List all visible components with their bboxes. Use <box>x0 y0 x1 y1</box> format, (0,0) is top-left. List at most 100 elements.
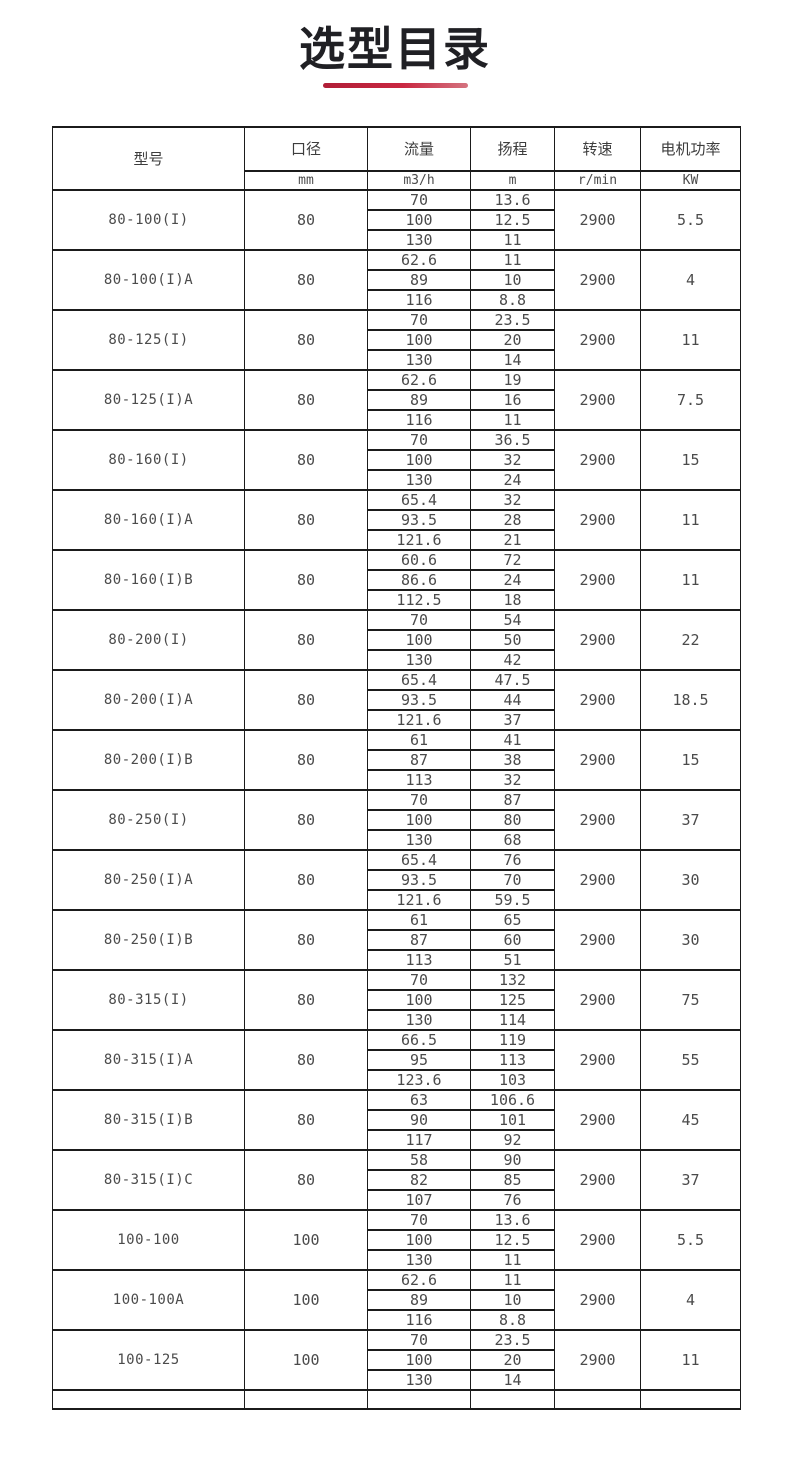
flow-cell: 100 <box>367 628 471 651</box>
flow-cell: 89 <box>367 268 471 291</box>
flow-cell: 130 <box>367 348 471 371</box>
head-cell: 125 <box>470 988 555 1011</box>
power-cell: 75 <box>640 968 741 1031</box>
flow-cell: 117 <box>367 1128 471 1151</box>
flow-cell: 89 <box>367 388 471 411</box>
table-row: 80-200(I) 80 70 54 2900 22 <box>52 608 741 671</box>
power-cell: 4 <box>640 248 741 311</box>
table-row: 93.5 28 <box>53 508 741 531</box>
head-cell: 51 <box>470 948 555 971</box>
diameter-cell: 80 <box>244 368 368 431</box>
table-header: 型号 口径 流量 扬程 转速 电机功率 mm m3/h m r/min KW <box>52 125 741 191</box>
power-cell: 37 <box>640 1148 741 1211</box>
flow-cell: 121.6 <box>367 528 471 551</box>
table-row: 100 20 <box>53 1348 741 1371</box>
speed-cell: 2900 <box>554 608 641 671</box>
power-cell: 5.5 <box>640 188 741 251</box>
head-cell: 23.5 <box>470 308 555 331</box>
flow-cell: 58 <box>367 1148 471 1171</box>
diameter-cell: 100 <box>244 1268 368 1331</box>
power-cell: 45 <box>640 1088 741 1151</box>
model-cell: 80-160(I)A <box>52 488 245 551</box>
head-cell: 70 <box>470 868 555 891</box>
table-row: 130 42 <box>53 648 741 671</box>
head-cell: 32 <box>470 488 555 511</box>
model-cell: 80-125(I)A <box>52 368 245 431</box>
power-cell: 11 <box>640 1328 741 1391</box>
flow-cell: 95 <box>367 1048 471 1071</box>
table-row: 130 11 <box>53 1248 741 1271</box>
power-cell: 4 <box>640 1268 741 1331</box>
head-cell: 14 <box>470 1368 555 1391</box>
flow-cell: 100 <box>367 448 471 471</box>
table-row: 86.6 24 <box>53 568 741 591</box>
table-row-partial <box>52 1388 741 1410</box>
table-row: 130 114 <box>53 1008 741 1031</box>
model-cell: 100-100A <box>52 1268 245 1331</box>
table-row: 90 101 <box>53 1108 741 1131</box>
speed-cell: 2900 <box>554 848 641 911</box>
head-cell: 16 <box>470 388 555 411</box>
head-cell: 114 <box>470 1008 555 1031</box>
speed-cell: 2900 <box>554 908 641 971</box>
empty-cell <box>52 1388 245 1410</box>
diameter-cell: 80 <box>244 548 368 611</box>
flow-cell: 60.6 <box>367 548 471 571</box>
table-row: 80-160(I)B 80 60.6 72 2900 11 <box>52 548 741 611</box>
table-row: 130 14 <box>53 1368 741 1391</box>
head-cell: 8.8 <box>470 1308 555 1331</box>
diameter-cell: 100 <box>244 1208 368 1271</box>
table-row: 80-200(I)B 80 61 41 2900 15 <box>52 728 741 791</box>
flow-cell: 116 <box>367 408 471 431</box>
table-row: 121.6 59.5 <box>53 888 741 911</box>
table-row: 130 24 <box>53 468 741 491</box>
model-cell: 80-160(I)B <box>52 548 245 611</box>
table-row: 80-160(I) 80 70 36.5 2900 15 <box>52 428 741 491</box>
table-row: 87 38 <box>53 748 741 771</box>
flow-cell: 70 <box>367 788 471 811</box>
model-cell: 80-200(I) <box>52 608 245 671</box>
table-row: 80-100(I)A 80 62.6 11 2900 4 <box>52 248 741 311</box>
header-label-row: 型号 口径 流量 扬程 转速 电机功率 <box>52 125 741 191</box>
table-row: 107 76 <box>53 1188 741 1211</box>
diameter-cell: 80 <box>244 1028 368 1091</box>
flow-cell: 87 <box>367 748 471 771</box>
flow-cell: 70 <box>367 968 471 991</box>
diameter-cell: 80 <box>244 188 368 251</box>
flow-cell: 113 <box>367 948 471 971</box>
table-row: 100 32 <box>53 448 741 471</box>
diameter-cell: 80 <box>244 488 368 551</box>
model-cell: 80-315(I) <box>52 968 245 1031</box>
head-cell: 103 <box>470 1068 555 1091</box>
diameter-cell: 80 <box>244 1088 368 1151</box>
head-cell: 12.5 <box>470 208 555 231</box>
flow-cell: 70 <box>367 428 471 451</box>
model-cell: 80-100(I) <box>52 188 245 251</box>
table-row: 80-125(I)A 80 62.6 19 2900 7.5 <box>52 368 741 431</box>
flow-cell: 100 <box>367 1348 471 1371</box>
table-row: 100 20 <box>53 328 741 351</box>
table-row: 100-100A 100 62.6 11 2900 4 <box>52 1268 741 1331</box>
flow-cell: 93.5 <box>367 688 471 711</box>
diameter-cell: 80 <box>244 248 368 311</box>
unit-flow: m3/h <box>367 169 471 191</box>
flow-cell: 100 <box>367 988 471 1011</box>
flow-cell: 93.5 <box>367 508 471 531</box>
speed-cell: 2900 <box>554 668 641 731</box>
flow-cell: 65.4 <box>367 848 471 871</box>
head-cell: 50 <box>470 628 555 651</box>
flow-cell: 61 <box>367 728 471 751</box>
table-row: 80-250(I)B 80 61 65 2900 30 <box>52 908 741 971</box>
title-underline <box>322 82 468 88</box>
head-cell: 38 <box>470 748 555 771</box>
speed-cell: 2900 <box>554 248 641 311</box>
flow-cell: 62.6 <box>367 1268 471 1291</box>
head-cell: 36.5 <box>470 428 555 451</box>
head-cell: 90 <box>470 1148 555 1171</box>
model-cell: 100-125 <box>52 1328 245 1391</box>
head-cell: 10 <box>470 268 555 291</box>
flow-cell: 62.6 <box>367 368 471 391</box>
flow-cell: 100 <box>367 1228 471 1251</box>
speed-cell: 2900 <box>554 1148 641 1211</box>
head-cell: 119 <box>470 1028 555 1051</box>
